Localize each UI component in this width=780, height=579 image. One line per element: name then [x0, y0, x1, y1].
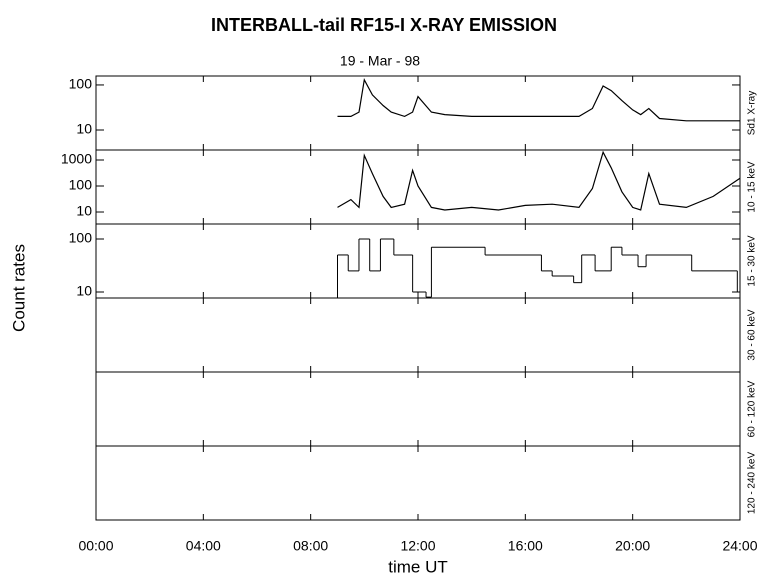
y-tick-label: 100: [69, 177, 93, 193]
panel-frame: [95, 445, 741, 521]
x-tick-label: 20:00: [615, 538, 650, 554]
y-tick-label: 10: [76, 203, 92, 219]
panel-label: 120 - 240 keV: [747, 452, 758, 515]
panel-label: 60 - 120 keV: [747, 380, 758, 437]
y-tick-label: 100: [69, 230, 93, 246]
data-line: [337, 77, 740, 122]
x-tick-label: 08:00: [293, 538, 328, 554]
y-tick-label: 100: [69, 76, 93, 92]
x-tick-label: 12:00: [400, 538, 435, 554]
panel-frame: [95, 371, 741, 447]
chart-subtitle: 19 - Mar - 98: [340, 53, 420, 69]
x-axis-label: time UT: [388, 557, 448, 576]
data-line: [337, 150, 741, 211]
x-tick-label: 04:00: [186, 538, 221, 554]
x-tick-label: 24:00: [722, 538, 757, 554]
y-tick-label: 1000: [61, 151, 92, 167]
x-tick-label: 16:00: [508, 538, 543, 554]
panel-label: 10 - 15 keV: [747, 161, 758, 212]
y-tick-label: 10: [76, 283, 92, 299]
panel-label: 30 - 60 keV: [747, 309, 758, 360]
panel-label: Sd1 X-ray: [747, 91, 758, 135]
x-tick-label: 00:00: [78, 538, 113, 554]
chart-title: INTERBALL-tail RF15-I X-RAY EMISSION: [211, 15, 557, 35]
panel-frame: [95, 297, 741, 373]
y-tick-label: 10: [76, 121, 92, 137]
panel-frame: [95, 223, 741, 299]
panel-label: 15 - 30 keV: [747, 235, 758, 286]
y-axis-label: Count rates: [9, 244, 28, 332]
